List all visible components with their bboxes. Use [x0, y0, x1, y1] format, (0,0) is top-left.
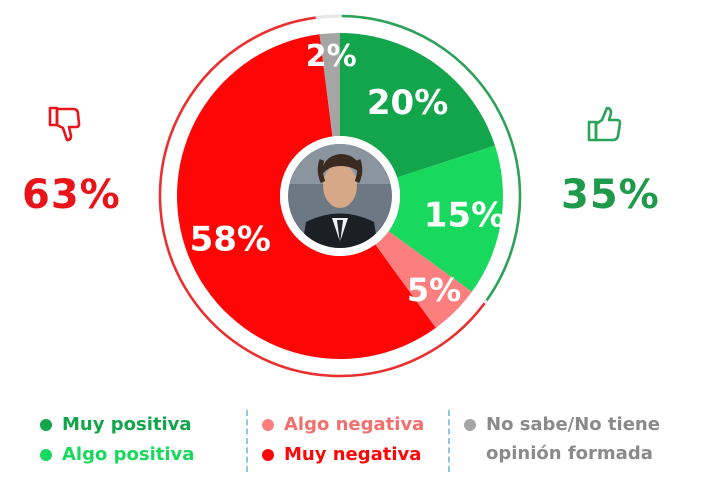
slice-no-sabe-no-tiene-opinion-formada: [319, 33, 340, 137]
portrait-photo: [288, 144, 392, 248]
positive-total: 35%: [561, 172, 660, 218]
legend-item-algo-positiva: Algo positiva: [40, 444, 194, 465]
legend-item-algo-negativa: Algo negativa: [262, 414, 424, 435]
thumbs-up-icon: [587, 106, 622, 142]
legend-label: Algo positiva: [62, 444, 195, 465]
slice-muy-negativa: [176, 34, 436, 359]
slice-algo-negativa: [375, 231, 472, 328]
data-label-algo-positiva: 15%: [424, 196, 505, 236]
legend-item-muy-positiva: Muy positiva: [40, 414, 192, 435]
legend-label: Algo negativa: [284, 414, 425, 435]
slice-muy-positiva: [340, 33, 496, 178]
data-label-no-sabe-no-tiene-opinion-formada: 2%: [306, 39, 357, 74]
legend-dot: [464, 418, 476, 431]
legend-label: No sabe/No tiene: [486, 414, 660, 435]
legend-separator: [448, 410, 450, 472]
legend-dot: [40, 418, 52, 431]
legend-dot: [262, 448, 274, 461]
legend-label-line2: opinión formada: [486, 443, 653, 464]
legend-dot: [262, 418, 274, 431]
positive-ring-arc: [341, 14, 522, 302]
negative-ring-arc: [158, 16, 486, 378]
slice-algo-positiva: [388, 145, 503, 292]
data-label-muy-positiva: 20%: [367, 83, 448, 123]
legend-dot: [40, 448, 52, 461]
thumbs-down-icon: [48, 106, 81, 142]
legend-label: Muy positiva: [62, 414, 192, 435]
legend-separator: [246, 410, 248, 472]
data-label-algo-negativa: 5%: [407, 271, 461, 309]
donut-chart: 20% 15% 5% 58% 2%: [158, 14, 522, 378]
legend: Muy positiva Algo positiva Algo negativa…: [0, 410, 712, 490]
negative-total: 63%: [22, 172, 121, 218]
data-label-muy-negativa: 58%: [190, 219, 271, 259]
legend-label: Muy negativa: [284, 444, 422, 465]
legend-item-muy-negativa: Muy negativa: [262, 444, 421, 465]
legend-item-no-sabe: No sabe/No tiene: [464, 414, 660, 435]
